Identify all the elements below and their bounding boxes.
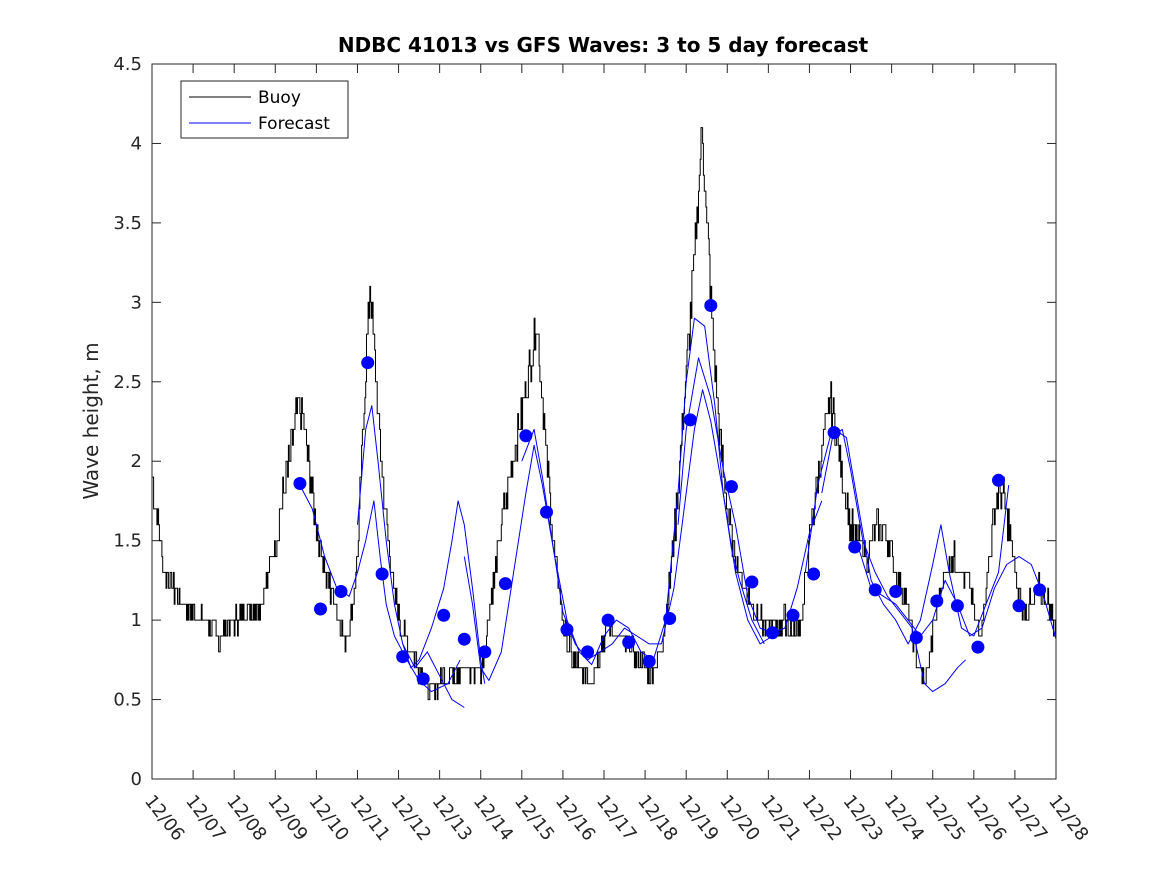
plot-area [152, 127, 1056, 708]
y-tick-label-4: 2 [131, 451, 142, 472]
legend: Buoy Forecast [180, 80, 349, 139]
forecast-marker-28 [868, 583, 882, 597]
forecast-marker-23 [766, 626, 779, 640]
forecast-marker-26 [827, 426, 841, 440]
y-tick-labels: 0 0.5 1 1.5 2 2.5 3 3.5 4 4.5 [113, 54, 142, 790]
forecast-marker-8 [457, 632, 471, 646]
forecast-line-0 [299, 484, 461, 693]
legend-box [180, 80, 349, 139]
forecast-marker-17 [642, 654, 656, 668]
buoy-line [152, 127, 1056, 701]
forecast-line-1 [357, 405, 486, 684]
forecast-marker-30 [909, 631, 923, 645]
y-tick-label-2: 1 [131, 610, 142, 631]
forecast-marker-21 [724, 480, 738, 494]
forecast-marker-4 [375, 567, 389, 581]
y-axis-label: Wave height, m [79, 342, 103, 499]
y-tick-label-8: 4 [131, 133, 142, 154]
forecast-marker-0 [293, 477, 307, 490]
legend-forecast-label: Forecast [258, 114, 330, 134]
forecast-marker-31 [930, 594, 944, 608]
y-tick-label-6: 3 [131, 292, 142, 313]
forecast-marker-10 [498, 577, 512, 591]
y-tick-label-5: 2.5 [113, 372, 142, 393]
y-tick-label-9: 4.5 [113, 54, 142, 75]
forecast-marker-22 [745, 575, 759, 589]
y-tick-label-0: 0 [131, 769, 142, 790]
forecast-line-5 [677, 357, 823, 634]
legend-buoy-label: Buoy [258, 88, 301, 108]
forecast-marker-16 [622, 635, 636, 649]
forecast-marker-5 [396, 650, 410, 664]
axes-box [151, 63, 1057, 780]
forecast-marker-11 [519, 429, 533, 443]
y-tick-label-3: 1.5 [113, 531, 142, 552]
forecast-marker-13 [560, 623, 574, 637]
forecast-marker-34 [992, 473, 1005, 487]
forecast-marker-2 [334, 585, 348, 598]
forecast-line-3 [463, 389, 773, 681]
chart-title: NDBC 41013 vs GFS Waves: 3 to 5 day fore… [338, 33, 869, 57]
forecast-marker-25 [807, 567, 821, 581]
y-tick-label-1: 0.5 [113, 690, 142, 711]
forecast-marker-15 [601, 613, 615, 627]
forecast-marker-12 [540, 505, 553, 519]
forecast-marker-29 [889, 585, 903, 598]
forecast-marker-9 [478, 645, 492, 659]
forecast-marker-24 [786, 608, 800, 622]
forecast-marker-14 [581, 645, 595, 659]
forecast-marker-33 [971, 640, 985, 654]
forecast-marker-18 [663, 612, 677, 625]
forecast-marker-35 [1012, 599, 1026, 613]
forecast-marker-20 [704, 299, 718, 312]
forecast-marker-1 [314, 602, 327, 616]
forecast-line-2 [402, 643, 465, 708]
forecast-marker-19 [683, 413, 697, 427]
forecast-marker-36 [1033, 583, 1047, 597]
forecast-marker-32 [950, 599, 964, 613]
forecast-marker-7 [437, 608, 451, 622]
forecast-marker-27 [848, 540, 862, 554]
axis-ticks [151, 63, 1057, 780]
forecast-marker-3 [361, 356, 375, 370]
y-tick-label-7: 3.5 [113, 213, 142, 234]
forecast-marker-6 [416, 672, 430, 686]
forecast-line-7 [821, 428, 1010, 645]
